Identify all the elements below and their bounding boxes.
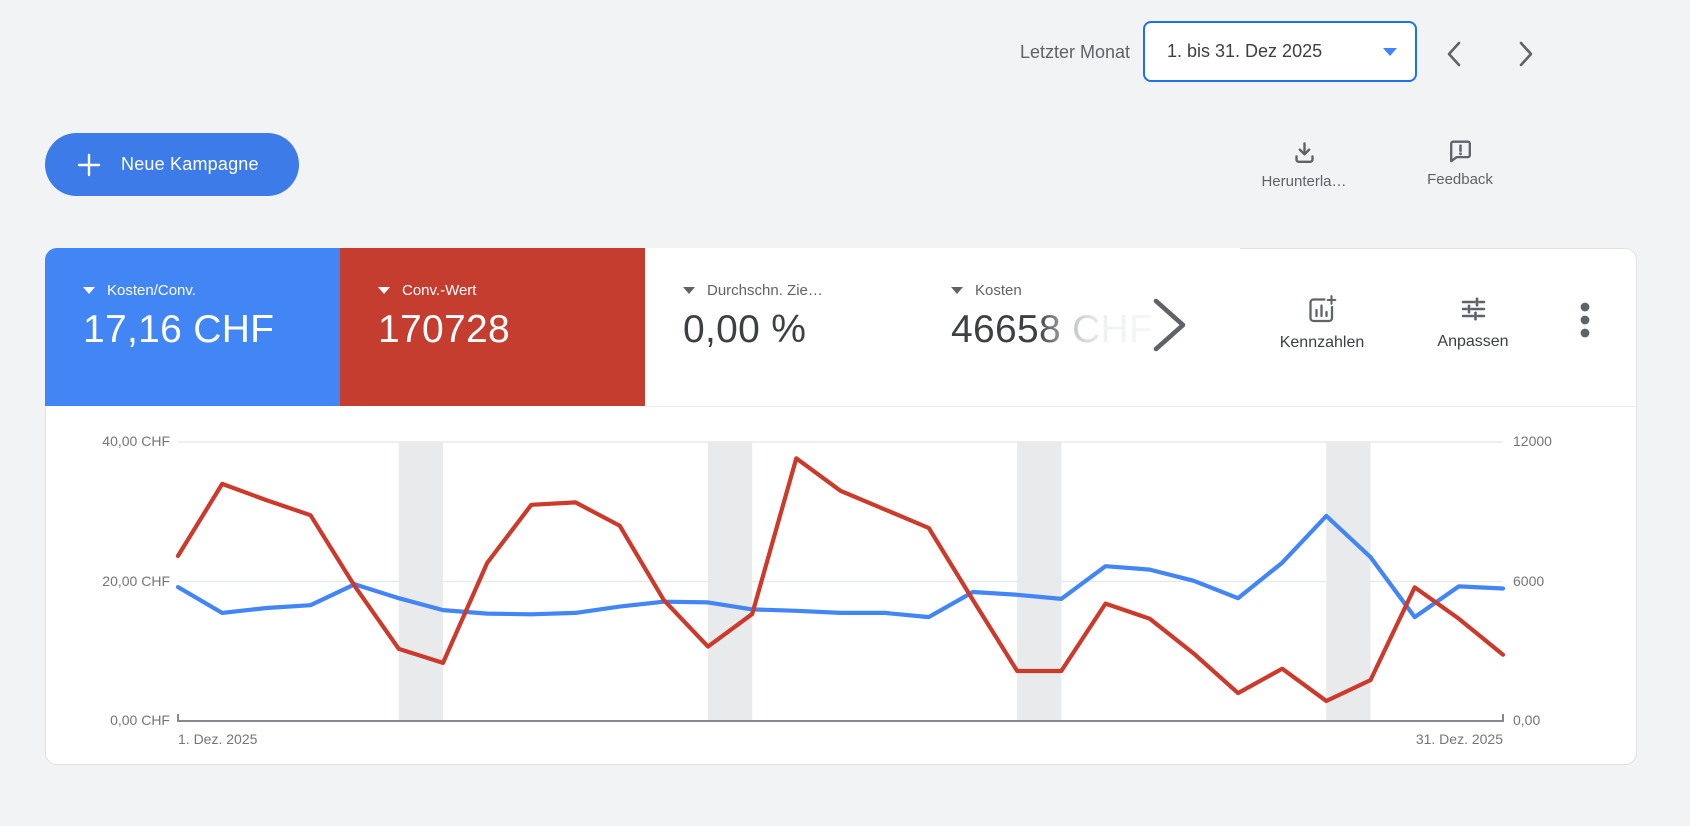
scorecard-conv-wert[interactable]: Conv.-Wert 170728: [340, 248, 645, 406]
download-button[interactable]: Herunterla…: [1238, 140, 1370, 190]
metric-dropdown-icon[interactable]: [378, 287, 390, 294]
scorecard-label: Conv.-Wert: [402, 282, 477, 299]
chevron-right-icon: [1153, 298, 1186, 352]
x-axis-start-label: 1. Dez. 2025: [178, 731, 258, 747]
period-preset-label: Letzter Monat: [1019, 42, 1130, 62]
date-range-value: 1. bis 31. Dez 2025: [1167, 41, 1323, 61]
scorecards-scroll-right-button[interactable]: [1147, 296, 1191, 354]
previous-period-button[interactable]: [1434, 34, 1474, 74]
anpassen-label: Anpassen: [1437, 333, 1509, 350]
chevron-left-icon: [1447, 41, 1461, 67]
feedback-icon: [1449, 140, 1471, 163]
chevron-down-icon: [1383, 47, 1397, 56]
metric-dropdown-icon[interactable]: [683, 287, 695, 294]
axis-tick-label: 0,00 CHF: [110, 712, 170, 728]
vertical-dots-icon: [1580, 302, 1590, 338]
next-period-button[interactable]: [1506, 34, 1546, 74]
axis-tick-label: 40,00 CHF: [102, 433, 170, 449]
new-campaign-label: Neue Kampagne: [121, 154, 259, 174]
feedback-label: Feedback: [1427, 171, 1493, 188]
scorecard-label: Kosten: [975, 282, 1022, 299]
metric-dropdown-icon[interactable]: [951, 287, 963, 294]
add-chart-icon: [1309, 293, 1338, 323]
scorecard-kosten[interactable]: Kosten 46658 CHF: [913, 248, 1240, 406]
scorecard-value: 46658 CHF: [951, 308, 1154, 351]
axis-tick-label: 6000: [1513, 572, 1545, 589]
sliders-icon: [1461, 297, 1486, 321]
metric-dropdown-icon[interactable]: [83, 287, 95, 294]
axis-tick-label: 0,00: [1513, 712, 1541, 728]
axis-tick-label: 20,00 CHF: [102, 572, 170, 589]
kennzahlen-label: Kennzahlen: [1279, 334, 1365, 351]
scorecard-kosten-conv[interactable]: Kosten/Conv. 17,16 CHF: [45, 248, 340, 406]
anpassen-button[interactable]: Anpassen: [1398, 294, 1548, 351]
scorecard-value: 0,00 %: [683, 308, 807, 351]
scorecard-value: 17,16 CHF: [83, 308, 275, 351]
chevron-right-icon: [1519, 41, 1533, 67]
date-range-picker[interactable]: 1. bis 31. Dez 2025: [1143, 21, 1417, 82]
scorecard-value: 170728: [378, 308, 510, 351]
scorecard-durchschn-ziel[interactable]: Durchschn. Zie… 0,00 %: [645, 248, 913, 406]
scorecard-label: Kosten/Conv.: [107, 282, 196, 299]
scorecard-separator: [645, 406, 1636, 407]
download-icon: [1294, 142, 1314, 163]
kennzahlen-button[interactable]: Kennzahlen: [1247, 293, 1397, 352]
axis-tick-label: 12000: [1513, 433, 1552, 449]
feedback-button[interactable]: Feedback: [1396, 138, 1524, 188]
scorecard-label: Durchschn. Zie…: [707, 282, 823, 299]
plus-icon: [77, 153, 101, 176]
new-campaign-button[interactable]: Neue Kampagne: [45, 133, 299, 196]
download-label: Herunterla…: [1261, 173, 1347, 190]
more-options-button[interactable]: [1572, 296, 1598, 346]
x-axis-end-label: 31. Dez. 2025: [1415, 731, 1503, 747]
